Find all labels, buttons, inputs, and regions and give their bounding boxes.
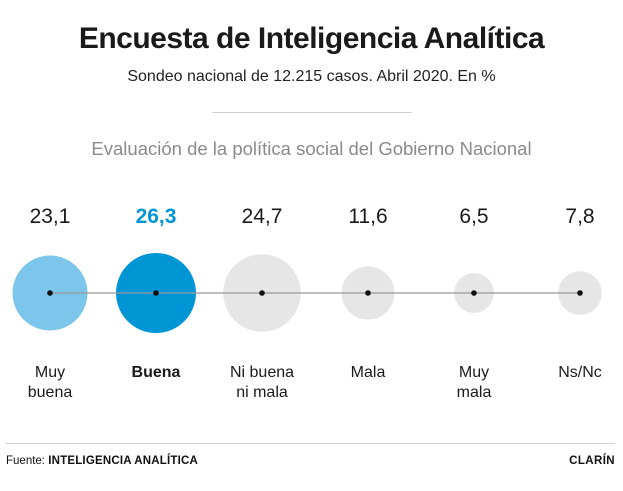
category-label: Mala	[351, 364, 386, 381]
data-value-label: 26,3	[136, 205, 177, 228]
source-name: INTELIGENCIA ANALÍTICA	[48, 455, 199, 467]
bubble-center-dot	[577, 290, 583, 296]
category-label: mala	[457, 384, 492, 401]
data-value-label: 7,8	[565, 205, 594, 228]
category-label: buena	[28, 384, 73, 401]
chart-main-title: Encuesta de Inteligencia Analítica	[78, 22, 545, 55]
category-label: Ni buena	[230, 364, 294, 381]
category-label: Muy	[459, 364, 489, 381]
chart-question-title: Evaluación de la política social del Gob…	[91, 138, 532, 159]
bubble-chart: 23,1 Muy buena 26,3 Buena 24,7 Ni buena ni mala…	[12, 205, 602, 401]
footer-divider	[6, 443, 615, 444]
bubble-center-dot	[47, 290, 53, 296]
data-value-label: 6,5	[459, 205, 488, 228]
chart-subtitle: Sondeo nacional de 12.215 casos. Abril 2…	[127, 68, 496, 85]
brand-logo: CLARÍN	[569, 455, 615, 467]
data-value-label: 24,7	[242, 205, 283, 228]
data-value-label: 11,6	[348, 205, 387, 228]
bubble-center-dot	[259, 290, 265, 296]
bubble-center-dot	[153, 290, 159, 296]
data-value-label: 23,1	[30, 205, 71, 228]
source-note: Fuente: INTELIGENCIA ANALÍTICA	[6, 455, 198, 467]
category-label: ni mala	[236, 384, 288, 401]
category-label: Muy	[35, 364, 65, 381]
category-label: Buena	[132, 364, 181, 381]
source-prefix: Fuente:	[6, 455, 45, 467]
category-label: Ns/Nc	[558, 364, 602, 381]
bubble-center-dot	[365, 290, 371, 296]
bubble-center-dot	[471, 290, 477, 296]
header-divider	[212, 112, 412, 113]
